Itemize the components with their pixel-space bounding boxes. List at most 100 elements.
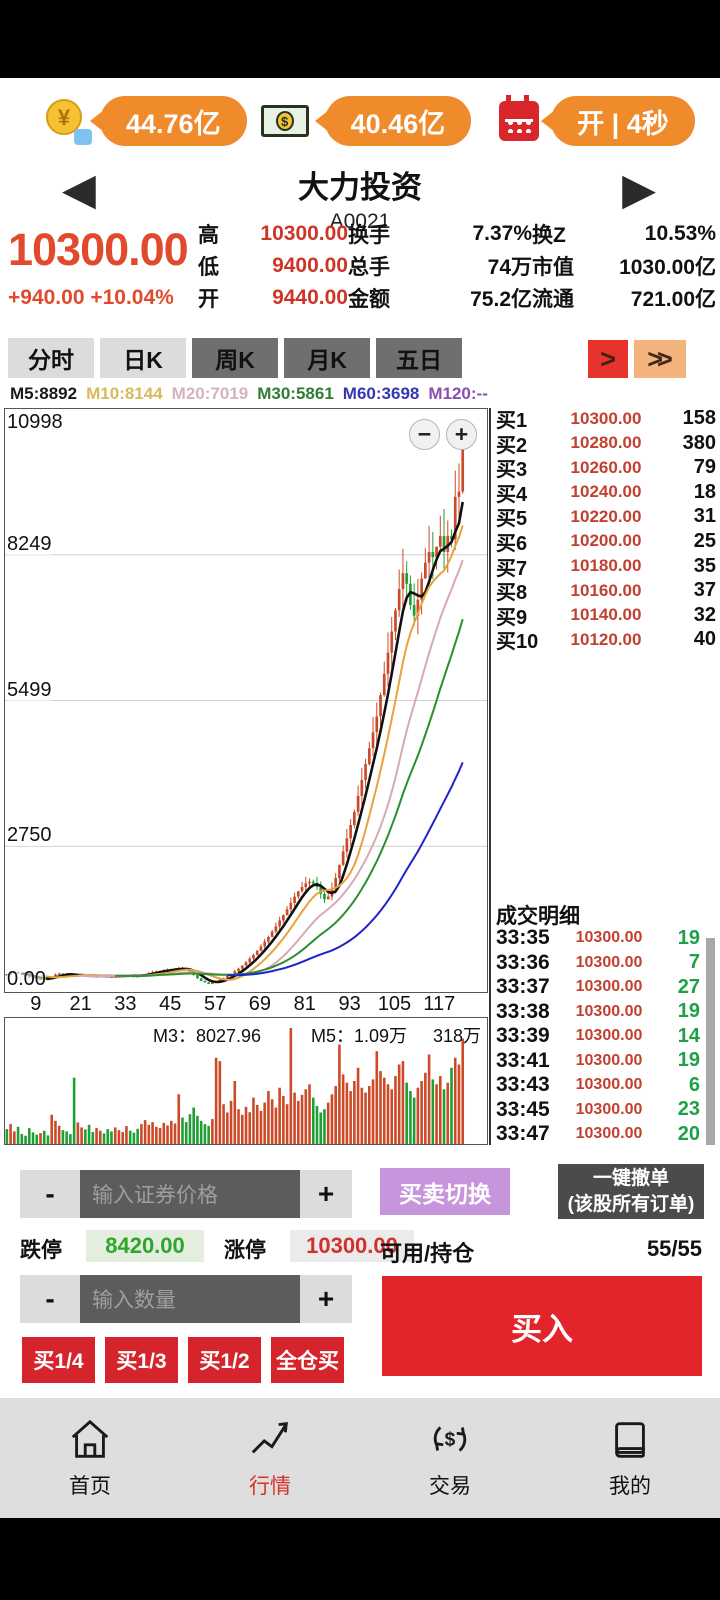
trade-price: 10300.00: [575, 1076, 643, 1094]
home-icon: [71, 1419, 109, 1458]
current-price: 10300.00: [8, 224, 189, 275]
order-book-row[interactable]: 买5 10220.00 31: [496, 502, 716, 530]
order-book-row[interactable]: 买8 10160.00 37: [496, 576, 716, 604]
tab-周K[interactable]: 周K: [192, 338, 278, 378]
quantity-minus-button[interactable]: -: [20, 1275, 80, 1323]
buy-fraction-button[interactable]: 全仓买: [271, 1337, 344, 1383]
buy-fraction-button[interactable]: 买1/4: [22, 1337, 95, 1383]
pager-double-button[interactable]: >>: [634, 340, 686, 378]
nav-item-profile[interactable]: 我的: [540, 1398, 720, 1518]
trade-time: 33:47: [496, 1122, 550, 1146]
price-minus-button[interactable]: -: [20, 1170, 80, 1218]
available-value: 55/55: [646, 1236, 702, 1261]
x-axis-tick: 81: [293, 993, 316, 1015]
legend-item: M60:3698: [342, 384, 420, 403]
trade-detail-scrollbar[interactable]: [706, 938, 715, 1145]
trade-qty: 19: [677, 1049, 700, 1072]
quantity-input[interactable]: 输入数量: [80, 1275, 300, 1323]
next-stock-arrow[interactable]: ▶: [622, 165, 656, 214]
volume-chart: M3：8027.96 M5：1.09万 318万: [4, 1017, 488, 1145]
buy-sell-switch-button[interactable]: 买卖切换: [380, 1168, 510, 1215]
nav-label: 首页: [69, 1475, 111, 1498]
pager-single-button[interactable]: >: [588, 340, 628, 378]
order-book-price: 10160.00: [570, 580, 642, 600]
order-book-row[interactable]: 买4 10240.00 18: [496, 478, 716, 506]
trade-icon: $: [433, 1426, 467, 1452]
order-book-row[interactable]: 买3 10260.00 79: [496, 453, 716, 481]
nav-label: 行情: [249, 1475, 291, 1498]
order-book-qty: 31: [693, 505, 716, 528]
order-book-level: 买6: [496, 532, 528, 555]
x-axis-tick: 9: [30, 993, 42, 1015]
x-axis-tick: 93: [338, 993, 361, 1015]
order-book-price: 10300.00: [570, 408, 642, 428]
order-book-row[interactable]: 买6 10200.00 25: [496, 527, 716, 555]
order-book-qty: 158: [682, 407, 716, 429]
quantity-plus-button[interactable]: +: [300, 1275, 352, 1323]
trade-detail-row: 33:41 10300.00 19: [496, 1049, 700, 1074]
buy-button[interactable]: 买入: [382, 1276, 702, 1376]
order-book-row[interactable]: 买10 10120.00 40: [496, 625, 716, 653]
trade-price: 10300.00: [575, 929, 643, 947]
stat-label: 流通: [532, 288, 574, 311]
trade-detail-list: 33:35 10300.00 19 33:36 10300.00 7 33:37 10300.…: [496, 926, 700, 1147]
price-plus-button[interactable]: +: [300, 1170, 352, 1218]
tab-五日[interactable]: 五日: [376, 338, 462, 378]
x-axis-tick: 21: [69, 993, 92, 1015]
cancel-all-orders-button[interactable]: 一键撤单 (该股所有订单): [558, 1164, 704, 1219]
nav-item-market[interactable]: 行情: [180, 1398, 360, 1518]
calendar-icon: [499, 95, 540, 141]
tab-月K[interactable]: 月K: [284, 338, 370, 378]
limit-down-value: 8420.00: [86, 1230, 204, 1262]
order-book-price: 10260.00: [570, 457, 642, 477]
order-book-row[interactable]: 买9 10140.00 32: [496, 601, 716, 629]
order-book-row[interactable]: 买7 10180.00 35: [496, 552, 716, 580]
trade-price: 10300.00: [575, 953, 643, 971]
zoom-out-button[interactable]: −: [409, 419, 440, 450]
order-book-qty: 40: [693, 628, 716, 651]
order-book-level: 买1: [496, 410, 528, 432]
tab-日K[interactable]: 日K: [100, 338, 186, 378]
zoom-in-button[interactable]: +: [446, 419, 477, 450]
order-book-row[interactable]: 买1 10300.00 158: [496, 404, 716, 432]
stat-label: 金额: [348, 288, 390, 311]
order-book-price: 10180.00: [570, 556, 642, 576]
trade-detail-title: 成交明细: [496, 905, 580, 928]
order-book-row[interactable]: 买2 10280.00 380: [496, 429, 716, 457]
order-book-qty: 32: [693, 603, 716, 626]
trade-time: 33:37: [496, 975, 550, 999]
fund1-pill: 44.76亿: [100, 96, 247, 146]
order-book-qty: 380: [682, 431, 716, 454]
limit-down-label: 跌停: [20, 1239, 62, 1262]
order-book-level: 买4: [496, 483, 528, 506]
limit-up-label: 涨停: [224, 1239, 266, 1262]
buy-fraction-button[interactable]: 买1/3: [105, 1337, 178, 1383]
x-axis-tick: 105: [377, 993, 412, 1015]
buy-fraction-button[interactable]: 买1/2: [188, 1337, 261, 1383]
trade-qty: 19: [677, 1000, 700, 1023]
nav-item-home[interactable]: 首页: [0, 1398, 180, 1518]
stat-value: 74万: [487, 256, 532, 279]
volume-m3-label: M3：8027.96: [153, 1026, 262, 1046]
candlestick-chart[interactable]: 10998 8249 5499 2750 0.00 − +: [4, 408, 488, 993]
fund2-pill: 40.46亿: [324, 96, 472, 146]
quantity-stepper: - 输入数量 +: [20, 1275, 352, 1323]
stat-label: 换手: [348, 224, 390, 247]
trade-qty: 6: [688, 1073, 700, 1096]
stat-value: 10300.00: [260, 222, 348, 245]
candle-plot: [5, 446, 487, 985]
price-input[interactable]: 输入证券价格: [80, 1170, 300, 1218]
nav-item-trade[interactable]: $ 交易: [360, 1398, 540, 1518]
tab-分时[interactable]: 分时: [8, 338, 94, 378]
y-axis-tick: 10998: [7, 411, 63, 433]
legend-item: M20:7019: [171, 384, 249, 403]
prev-stock-arrow[interactable]: ◀: [62, 165, 96, 214]
trade-qty: 7: [688, 951, 700, 974]
bottom-nav: 首页 行情 $ 交易 我的: [0, 1398, 720, 1518]
coin-icon: ¥: [44, 99, 92, 145]
trade-time: 33:39: [496, 1024, 550, 1048]
x-axis-tick: 69: [248, 993, 272, 1015]
x-axis-tick: 117: [423, 993, 456, 1015]
stat-value: 9440.00: [272, 286, 348, 309]
order-book-level: 买10: [496, 631, 539, 654]
